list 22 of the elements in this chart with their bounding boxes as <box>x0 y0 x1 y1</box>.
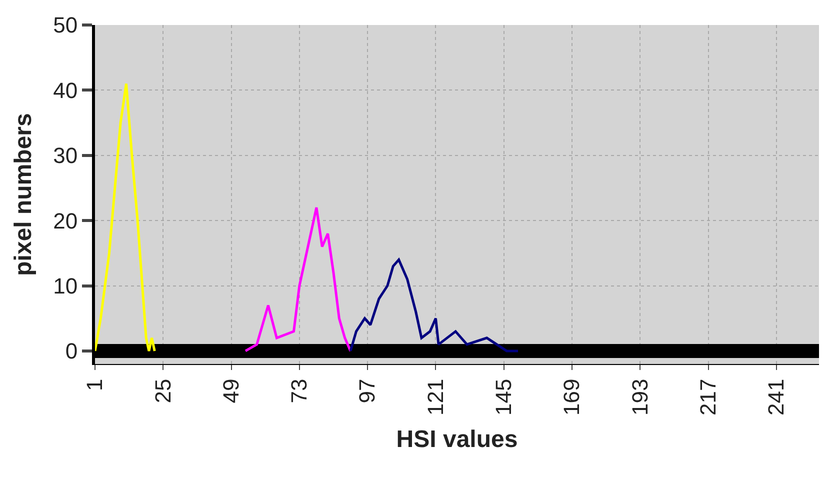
x-axis-title: HSI values <box>396 426 518 453</box>
x-tick-label: 193 <box>627 378 652 416</box>
y-tick-label: 30 <box>53 143 78 168</box>
y-axis-title: pixel numbers <box>10 113 38 276</box>
x-tick-label: 121 <box>422 378 448 416</box>
x-tick-label: 145 <box>491 378 516 416</box>
line-series <box>244 206 352 352</box>
x-tick-label: 73 <box>286 378 312 404</box>
y-tick-label: 40 <box>53 78 78 103</box>
x-tick-label: 217 <box>695 378 720 416</box>
y-tick-label: 0 <box>65 338 78 364</box>
y-tick-label: 20 <box>53 208 78 234</box>
x-tick-label: 169 <box>559 378 584 416</box>
line-series <box>349 258 520 352</box>
x-tick-label: 49 <box>218 378 244 404</box>
line-series <box>95 82 156 352</box>
x-tick-label: 241 <box>764 378 789 416</box>
x-tick-label: 97 <box>354 378 380 404</box>
y-tick-label: 50 <box>53 12 78 38</box>
x-tick-label: 25 <box>150 378 176 404</box>
x-tick-label: 1 <box>82 378 108 392</box>
y-tick-label: 10 <box>53 273 78 298</box>
